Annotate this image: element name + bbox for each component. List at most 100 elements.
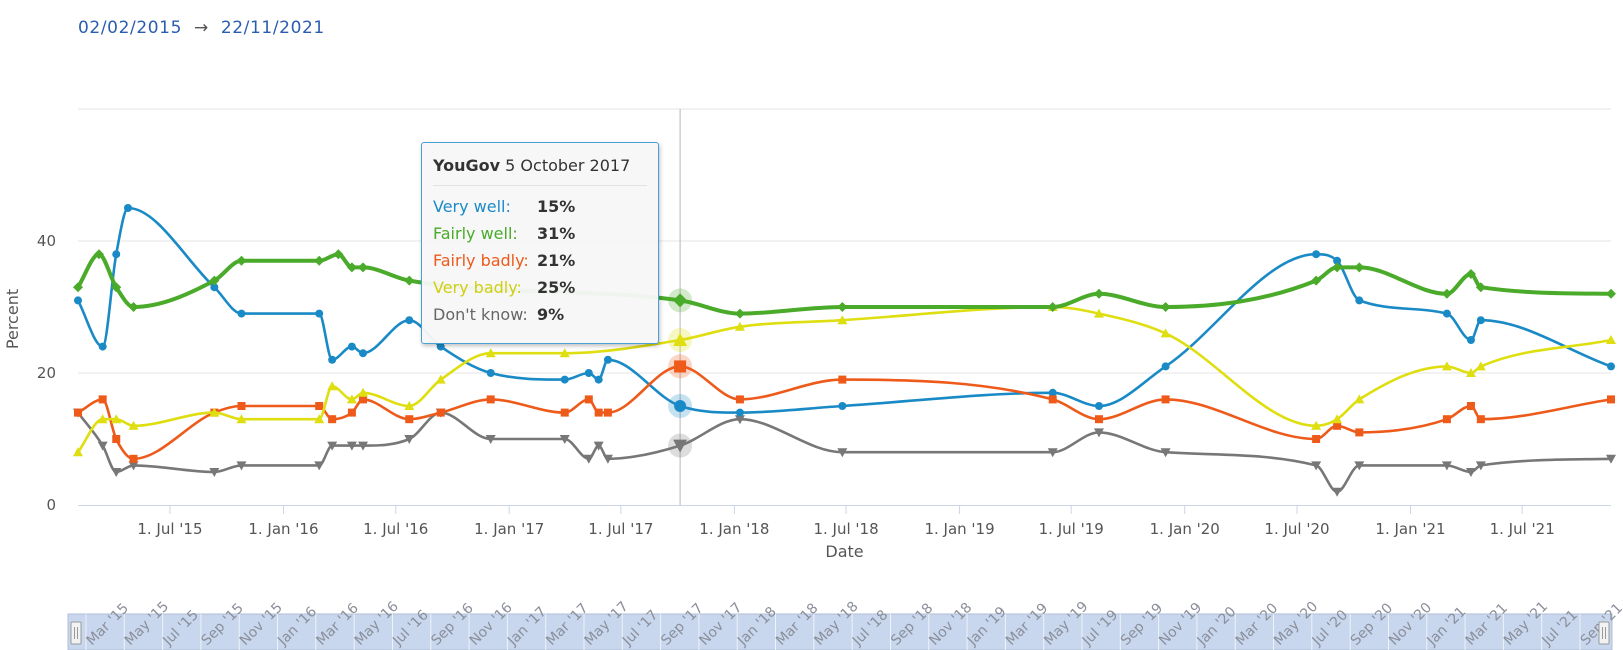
data-point [359, 395, 368, 404]
navigator-selection[interactable] [67, 613, 1613, 650]
data-tooltip: YouGov 5 October 2017 Very well: 15% Fair… [421, 142, 659, 344]
data-point [209, 407, 220, 417]
data-point [1465, 468, 1476, 477]
y-tick-label: 40 [37, 232, 56, 250]
data-point [404, 275, 415, 286]
tooltip-value: 9% [537, 305, 565, 324]
highlight-point [674, 360, 687, 373]
data-point [404, 435, 415, 444]
data-point [485, 348, 496, 358]
data-point [210, 283, 219, 292]
grid-lines [78, 108, 1611, 374]
y-axis-title: Percent [3, 289, 22, 349]
tooltip-label: Fairly well: [433, 224, 518, 243]
data-point [237, 402, 246, 410]
series-don-t-know [73, 408, 1616, 497]
tooltip-pollster: YouGov [433, 156, 501, 175]
tooltip-label: Very well: [433, 197, 511, 216]
data-point [111, 414, 122, 424]
data-point [1332, 262, 1343, 273]
date-range-to[interactable]: 22/11/2021 [220, 18, 325, 38]
data-point [112, 435, 121, 443]
data-point [123, 204, 132, 212]
data-point [97, 441, 108, 451]
data-point [111, 468, 122, 477]
data-point [1441, 288, 1452, 299]
x-tick-label: 1. Jan '19 [924, 520, 994, 538]
data-point [128, 461, 139, 471]
data-point [734, 308, 745, 319]
date-range-arrow: → [193, 18, 209, 38]
highlight-point [673, 439, 688, 453]
data-point [328, 415, 337, 424]
tooltip-label: Don't know: [433, 305, 528, 324]
tooltip-header: YouGov 5 October 2017 [433, 156, 630, 175]
tooltip-divider [433, 185, 647, 186]
tooltip-row-very-well: Very well: 15% [433, 197, 575, 216]
data-point [559, 348, 570, 358]
x-tick-label: 1. Jul '21 [1490, 520, 1555, 538]
handle-box[interactable] [70, 621, 82, 645]
data-point [734, 321, 745, 331]
data-point [594, 375, 603, 384]
data-point [1354, 394, 1365, 404]
data-point [486, 369, 495, 377]
data-point [1607, 395, 1615, 404]
data-point [560, 375, 569, 384]
data-point [405, 415, 414, 424]
tooltip-value: 25% [537, 278, 576, 297]
data-point [1047, 302, 1058, 312]
navigator-right-handle[interactable] [1598, 621, 1610, 645]
data-point [1161, 395, 1170, 404]
axes: 0 20 40 1. Jul '15 1. Jan '16 1. Jul '16 1. Ja… [3, 232, 1611, 561]
data-point [735, 395, 744, 404]
date-range-from[interactable]: 02/02/2015 [78, 18, 182, 38]
data-point [593, 441, 604, 451]
data-point [1312, 250, 1321, 259]
tooltip-label: Very badly: [433, 278, 522, 297]
data-point [315, 402, 324, 410]
data-point [358, 387, 369, 397]
data-point [1475, 361, 1486, 371]
data-point [129, 454, 138, 463]
data-point [1355, 428, 1364, 437]
data-point [346, 394, 357, 404]
data-point [1093, 308, 1104, 318]
date-range-label: 02/02/2015 → 22/11/2021 [78, 18, 325, 38]
data-point [346, 262, 357, 273]
series-layer [73, 204, 1616, 497]
data-point [128, 302, 139, 312]
x-tick-label: 1. Jul '16 [363, 520, 428, 538]
data-point [404, 401, 415, 410]
data-point [327, 381, 338, 391]
data-point [1465, 368, 1476, 377]
data-point [1476, 415, 1485, 424]
data-point [1442, 309, 1451, 318]
tooltip-date: 5 October 2017 [505, 156, 631, 175]
data-point [1475, 282, 1486, 293]
data-point [347, 342, 356, 351]
series-fairly-badly [74, 362, 1615, 463]
tooltip-label: Fairly badly: [433, 251, 529, 270]
data-point [1354, 461, 1365, 471]
data-point [1094, 402, 1103, 410]
data-point [1048, 395, 1057, 404]
navigator-left-handle[interactable] [70, 621, 82, 645]
data-point [111, 282, 122, 293]
tooltip-row-fairly-badly: Fairly badly: 21% [433, 251, 575, 270]
data-point [837, 302, 848, 312]
data-point [93, 249, 104, 260]
data-point [73, 447, 83, 457]
data-point [98, 342, 107, 351]
data-point [1466, 402, 1475, 410]
highlight-point [673, 333, 688, 346]
data-point [734, 415, 745, 425]
x-tick-label: 1. Jul '15 [137, 520, 202, 538]
handle-box[interactable] [1598, 621, 1610, 645]
data-point [346, 441, 357, 451]
data-point [97, 414, 108, 424]
x-tick-label: 1. Jan '16 [248, 520, 318, 538]
tooltip-value: 15% [537, 197, 576, 216]
data-point [1441, 361, 1452, 371]
tooltip-value: 31% [537, 224, 576, 243]
